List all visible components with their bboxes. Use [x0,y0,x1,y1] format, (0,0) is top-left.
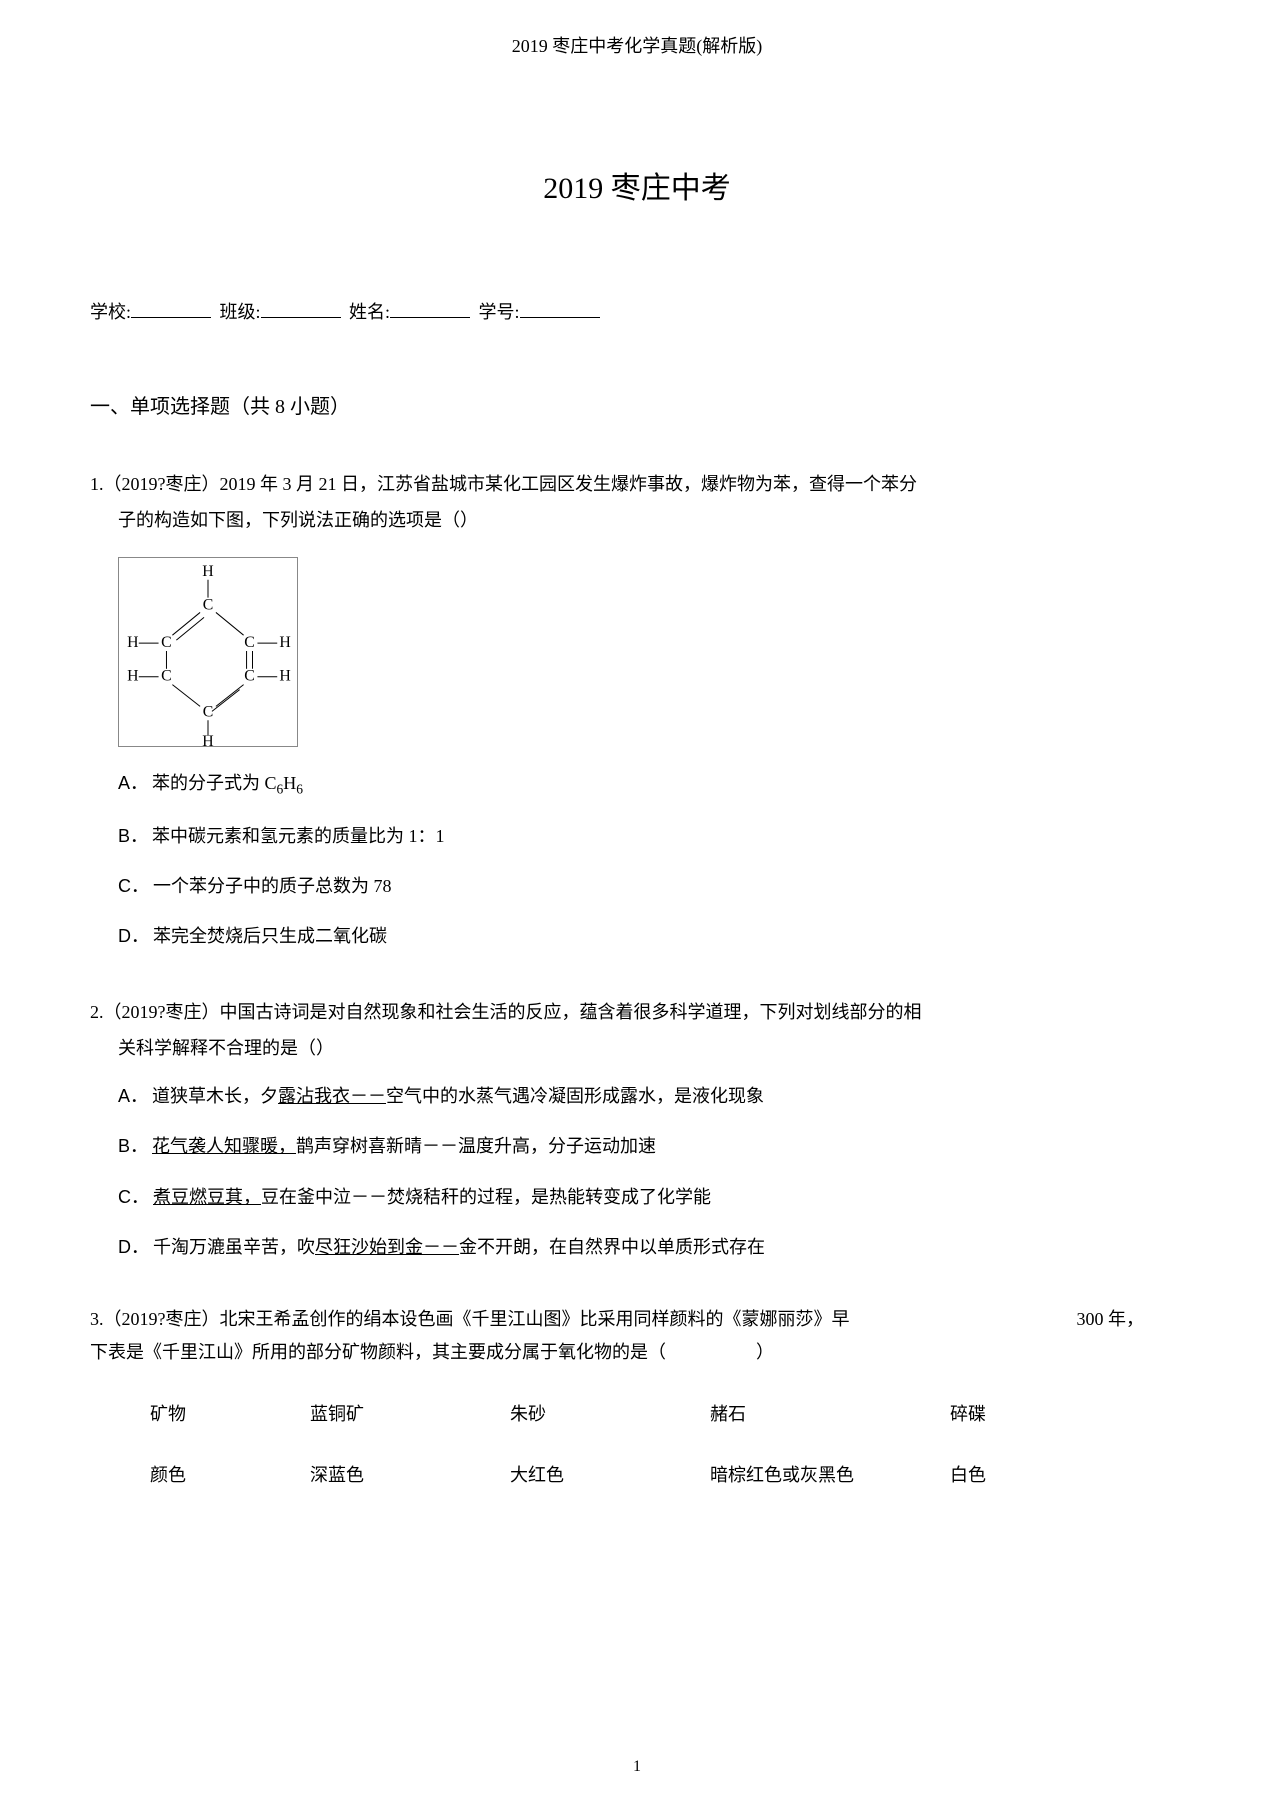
id-label: 学号: [479,302,520,322]
svg-text:C: C [203,703,214,720]
q2-c-post: 豆在釜中泣－－焚烧秸秆的过程，是热能转变成了化学能 [261,1187,711,1207]
table-row-2: 颜色 深蓝色 大红色 暗棕红色或灰黑色 白色 [150,1459,1184,1491]
school-blank [131,317,211,318]
svg-text:C: C [161,667,172,684]
question-3: 3.（2019?枣庄）北宋王希孟创作的绢本设色画《千里江山图》比采用同样颜料的《… [90,1303,1184,1491]
table-cell: 白色 [950,1459,1090,1491]
q2-d-label: D． [118,1237,149,1257]
q1-option-c: C．一个苯分子中的质子总数为 78 [118,870,1184,902]
q1-line1: 1.（2019?枣庄）2019 年 3 月 21 日，江苏省盐城市某化工园区发生… [90,474,917,494]
svg-text:H: H [127,667,138,684]
svg-text:C: C [244,667,255,684]
id-blank [520,317,600,318]
table-cell: 赭石 [710,1398,950,1430]
table-cell: 深蓝色 [310,1459,510,1491]
q1-option-b: B．苯中碳元素和氢元素的质量比为 1：1 [118,820,1184,852]
q1-option-a: A．苯的分子式为 C6H6 [118,767,1184,802]
q2-line1: 2.（2019?枣庄）中国古诗词是对自然现象和社会生活的反应，蕴含着很多科学道理… [90,1002,922,1022]
q2-d-pre: 千淘万漉虽辛苦，吹 [153,1237,315,1257]
q2-b-label: B． [118,1136,148,1156]
q2-a-label: A． [118,1086,148,1106]
table-cell: 颜色 [150,1459,310,1491]
table-cell: 矿物 [150,1398,310,1430]
q2-text: 2.（2019?枣庄）中国古诗词是对自然现象和社会生活的反应，蕴含着很多科学道理… [90,993,1184,1033]
svg-text:H: H [202,733,213,746]
q1-text: 1.（2019?枣庄）2019 年 3 月 21 日，江苏省盐城市某化工园区发生… [90,465,1184,505]
q2-option-b: B．花气袭人知骤暖，鹊声穿树喜新晴－－温度升高，分子运动加速 [118,1130,1184,1162]
section-1-title: 一、单项选择题（共 8 小题） [90,389,1184,425]
q2-options: A．道狭草木长，夕露沾我衣－－空气中的水蒸气遇冷凝固形成露水，是液化现象 B．花… [118,1080,1184,1264]
q1-c-label: C． [118,876,149,896]
q1-option-d: D．苯完全焚烧后只生成二氧化碳 [118,920,1184,952]
q1-line2: 子的构造如下图，下列说法正确的选项是（） [118,504,1184,536]
q3-line1: 3.（2019?枣庄）北宋王希孟创作的绢本设色画《千里江山图》比采用同样颜料的《… [90,1303,1184,1335]
svg-text:H: H [279,634,290,651]
table-row-1: 矿物 蓝铜矿 朱砂 赭石 碎碟 [150,1398,1184,1430]
page-number: 1 [633,1753,641,1782]
q2-a-pre: 道狭草木长，夕 [152,1086,278,1106]
benzene-structure-image: H C C H C H [118,557,298,747]
q1-d-label: D． [118,926,149,946]
question-2: 2.（2019?枣庄）中国古诗词是对自然现象和社会生活的反应，蕴含着很多科学道理… [90,993,1184,1264]
q2-option-c: C．煮豆燃豆萁，豆在釜中泣－－焚烧秸秆的过程，是热能转变成了化学能 [118,1181,1184,1213]
q3-line2: 下表是《千里江山》所用的部分矿物颜料，其主要成分属于氧化物的是（ ） [90,1336,1184,1368]
q2-d-post: 金不开朗，在自然界中以单质形式存在 [459,1237,765,1257]
svg-text:C: C [161,634,172,651]
svg-text:H: H [279,667,290,684]
name-label: 姓名: [349,302,390,322]
school-label: 学校: [90,302,131,322]
q3-line1-main: 3.（2019?枣庄）北宋王希孟创作的绢本设色画《千里江山图》比采用同样颜料的《… [90,1303,850,1335]
q2-b-underline: 花气袭人知骤暖， [152,1136,296,1156]
table-cell: 暗棕红色或灰黑色 [710,1459,950,1491]
svg-text:H: H [127,634,138,651]
q1-a-text-mid: H [283,773,296,793]
q2-d-underline: 尽狂沙始到金－－ [315,1237,459,1257]
q2-c-label: C． [118,1187,149,1207]
q2-a-underline: 露沾我衣－－ [278,1086,386,1106]
q1-a-sub2: 6 [296,781,303,796]
student-info-line: 学校: 班级: 姓名: 学号: [90,296,1184,328]
q3-line1-right: 300 年， [1077,1303,1145,1335]
q1-a-text-pre: 苯的分子式为 C [152,773,277,793]
table-cell: 蓝铜矿 [310,1398,510,1430]
page-header: 2019 枣庄中考化学真题(解析版) [90,30,1184,62]
question-1: 1.（2019?枣庄）2019 年 3 月 21 日，江苏省盐城市某化工园区发生… [90,465,1184,953]
q2-a-post: 空气中的水蒸气遇冷凝固形成露水，是液化现象 [386,1086,764,1106]
q1-options: A．苯的分子式为 C6H6 B．苯中碳元素和氢元素的质量比为 1：1 C．一个苯… [118,767,1184,953]
table-cell: 碎碟 [950,1398,1090,1430]
table-cell: 大红色 [510,1459,710,1491]
q3-table: 矿物 蓝铜矿 朱砂 赭石 碎碟 颜色 深蓝色 大红色 暗棕红色或灰黑色 白色 [90,1398,1184,1491]
svg-text:C: C [244,634,255,651]
q2-option-d: D．千淘万漉虽辛苦，吹尽狂沙始到金－－金不开朗，在自然界中以单质形式存在 [118,1231,1184,1263]
q1-b-label: B． [118,826,148,846]
q1-c-text: 一个苯分子中的质子总数为 78 [153,876,392,896]
q1-b-text: 苯中碳元素和氢元素的质量比为 1：1 [152,826,445,846]
name-blank [390,317,470,318]
class-blank [261,317,341,318]
q1-a-label: A． [118,773,148,793]
document-title: 2019 枣庄中考 [90,162,1184,216]
q2-line2: 关科学解释不合理的是（） [118,1032,1184,1064]
table-cell: 朱砂 [510,1398,710,1430]
class-label: 班级: [220,302,261,322]
svg-text:C: C [203,596,214,613]
q2-b-post: 鹊声穿树喜新晴－－温度升高，分子运动加速 [296,1136,656,1156]
q2-option-a: A．道狭草木长，夕露沾我衣－－空气中的水蒸气遇冷凝固形成露水，是液化现象 [118,1080,1184,1112]
q2-c-underline: 煮豆燃豆萁， [153,1187,261,1207]
q1-d-text: 苯完全焚烧后只生成二氧化碳 [153,926,387,946]
svg-text:H: H [202,563,213,580]
